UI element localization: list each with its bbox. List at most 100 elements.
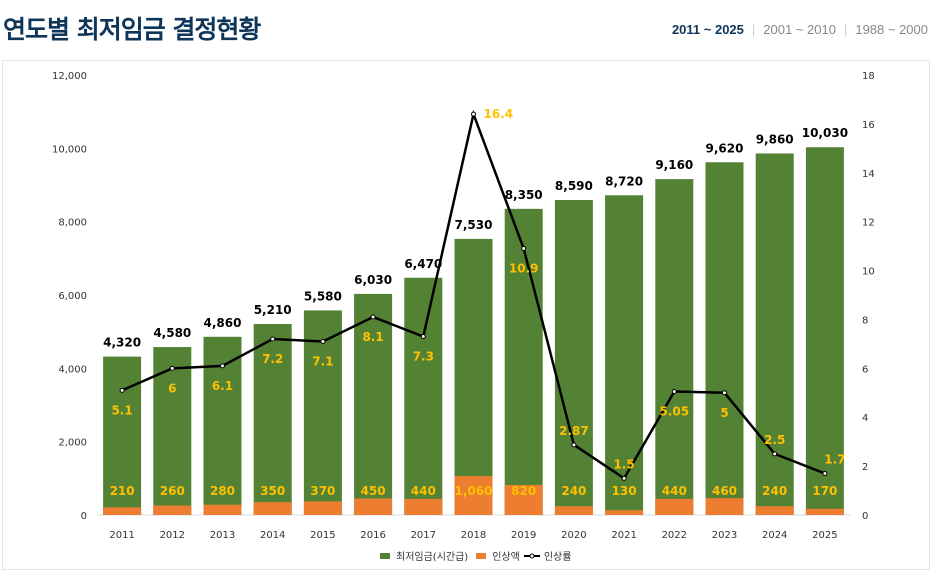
wage-label: 8,720: [605, 174, 643, 188]
rate-point: [671, 389, 677, 395]
x-tick-label: 2021: [611, 530, 636, 541]
wage-label: 4,320: [103, 336, 141, 350]
rate-point: [471, 111, 476, 117]
wage-bar: [705, 162, 744, 515]
raise-bar: [153, 505, 192, 515]
rate-point: [621, 475, 627, 481]
x-tick-label: 2012: [160, 530, 185, 541]
wage-label: 7,530: [455, 218, 493, 232]
raise-bar: [354, 498, 393, 515]
legend-line-marker-icon: [523, 553, 540, 558]
rate-point: [822, 470, 828, 476]
raise-label: 370: [310, 484, 335, 498]
wage-bar: [354, 293, 393, 515]
wage-label: 6,030: [354, 273, 392, 287]
tab-2011-2025[interactable]: 2011 ~ 2025: [671, 22, 744, 37]
raise-bar: [605, 510, 644, 515]
raise-label: 450: [361, 484, 386, 498]
period-tabs: 2011 ~ 2025 | 2001 ~ 2010 | 1988 ~ 2000: [672, 22, 928, 37]
tab-1988-2000[interactable]: 1988 ~ 2000: [855, 22, 928, 37]
raise-label: 1,060: [455, 484, 493, 498]
raise-bar: [404, 498, 443, 515]
wage-bar: [303, 310, 342, 515]
y-tick-label: 2,000: [58, 438, 87, 449]
rate-point: [370, 314, 376, 320]
y2-tick-label: 0: [862, 511, 868, 522]
legend: 최저임금(시간급) 인상액 인상률: [380, 548, 571, 563]
raise-bar: [705, 498, 744, 515]
wage-bar: [103, 356, 142, 515]
x-tick-label: 2024: [762, 530, 787, 541]
x-tick-label: 2014: [260, 530, 285, 541]
rate-point: [722, 390, 727, 396]
raise-bar: [454, 476, 493, 515]
x-tick-label: 2022: [662, 530, 687, 541]
y2-tick-label: 14: [862, 169, 875, 180]
raise-bar: [253, 502, 292, 515]
wage-label: 5,210: [254, 303, 292, 317]
page-title: 연도별 최저임금 결정현황: [3, 15, 261, 44]
y-tick-label: 0: [81, 511, 87, 522]
wage-bar: [805, 147, 844, 515]
x-tick-label: 2011: [109, 530, 134, 541]
tab-2001-2010[interactable]: 2001 ~ 2010: [763, 22, 836, 37]
raise-label: 460: [712, 484, 737, 498]
wage-label: 5,580: [304, 289, 342, 303]
wage-bar: [655, 179, 694, 515]
raise-bar: [203, 504, 242, 515]
rate-label: 1.5: [613, 457, 634, 471]
y2-tick-label: 6: [862, 364, 868, 375]
y2-tick-label: 2: [862, 462, 868, 473]
raise-bar: [755, 506, 794, 515]
wage-label: 8,350: [505, 188, 543, 202]
rate-point: [220, 363, 225, 369]
raise-label: 820: [511, 484, 536, 498]
y-tick-label: 12,000: [52, 71, 87, 82]
wage-bar: [755, 153, 794, 515]
rate-label: 5.1: [111, 403, 132, 417]
wage-bar: [253, 323, 292, 515]
raise-label: 440: [411, 484, 436, 498]
tab-separator: |: [751, 22, 756, 37]
rate-label: 5.05: [659, 405, 689, 419]
chart-frame: [2, 60, 930, 570]
rate-label: 2.5: [764, 433, 785, 447]
y2-tick-label: 8: [862, 315, 868, 326]
rate-label: 8.1: [362, 330, 383, 344]
x-tick-label: 2020: [561, 530, 586, 541]
raise-label: 130: [612, 484, 637, 498]
x-tick-label: 2018: [461, 530, 486, 541]
x-tick-label: 2013: [210, 530, 235, 541]
y-tick-label: 6,000: [58, 291, 87, 302]
y2-tick-label: 16: [862, 120, 875, 131]
rate-label: 7.1: [312, 354, 333, 368]
rate-label: 1.7: [824, 452, 845, 466]
x-tick-label: 2015: [310, 530, 335, 541]
rate-point: [420, 334, 426, 340]
y-tick-label: 8,000: [58, 218, 87, 229]
raise-bar: [554, 506, 593, 515]
legend-swatch-raise: [476, 552, 487, 559]
x-tick-label: 2017: [411, 530, 436, 541]
raise-bar: [655, 498, 694, 515]
raise-bar: [805, 508, 844, 515]
raise-bar: [504, 484, 543, 515]
y-tick-label: 4,000: [58, 364, 87, 375]
y2-tick-label: 12: [862, 218, 875, 229]
rate-point: [521, 246, 527, 252]
rate-label: 6.1: [212, 379, 233, 393]
rate-label: 7.3: [413, 350, 434, 364]
raise-label: 210: [110, 484, 135, 498]
raise-label: 440: [662, 484, 687, 498]
wage-label: 6,470: [404, 257, 442, 271]
y-tick-label: 10,000: [52, 144, 87, 155]
wage-label: 9,620: [706, 141, 744, 155]
rate-label: 2.87: [559, 424, 589, 438]
raise-label: 260: [160, 484, 185, 498]
wage-label: 4,860: [204, 316, 242, 330]
rate-label: 5: [720, 406, 728, 420]
rate-point: [169, 365, 175, 371]
y2-tick-label: 18: [862, 71, 875, 82]
wage-bar: [554, 200, 593, 516]
